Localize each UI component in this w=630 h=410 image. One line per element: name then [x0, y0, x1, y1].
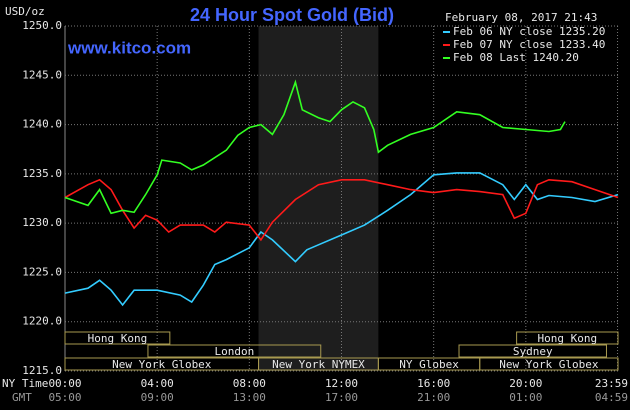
y-tick-label: 1230.0 — [22, 216, 62, 229]
session-bar — [147, 344, 322, 358]
x-row-label: GMT — [12, 391, 32, 404]
chart-title: 24 Hour Spot Gold (Bid) — [190, 5, 394, 25]
session-label: New York Globex — [112, 358, 212, 371]
gmt-tick-label: 13:00 — [233, 391, 266, 404]
x-tick-label: 20:00 — [509, 377, 542, 390]
legend-label: Feb 06 NY close 1235.20 — [453, 25, 605, 38]
y-tick-label: 1225.0 — [22, 265, 62, 278]
session-label: New York NYMEX — [272, 358, 365, 371]
gmt-tick-label: 05:00 — [48, 391, 81, 404]
session-bar — [458, 344, 607, 358]
x-tick-label: 08:00 — [233, 377, 266, 390]
x-tick-label: 16:00 — [417, 377, 450, 390]
session-bar — [516, 331, 619, 345]
y-tick-label: 1240.0 — [22, 118, 62, 131]
y-tick-label: 1250.0 — [22, 19, 62, 32]
legend-label: Feb 08 Last 1240.20 — [453, 51, 579, 64]
price-line — [64, 178, 619, 242]
session-label: London — [214, 345, 254, 358]
y-tick-label: 1245.0 — [22, 68, 62, 81]
session-label: Hong Kong — [538, 332, 598, 345]
x-row-label: NY Time — [2, 377, 48, 390]
session-label: NY Globex — [399, 358, 459, 371]
x-tick-label: 00:00 — [48, 377, 81, 390]
x-tick-label: 12:00 — [325, 377, 358, 390]
legend-label: Feb 07 NY close 1233.40 — [453, 38, 605, 51]
gmt-tick-label: 04:59 — [595, 391, 628, 404]
gmt-tick-label: 21:00 — [417, 391, 450, 404]
timestamp: February 08, 2017 21:43 — [445, 11, 597, 24]
session-bar — [64, 331, 171, 345]
gmt-tick-label: 01:00 — [509, 391, 542, 404]
highlight-region — [258, 26, 379, 371]
y-tick-label: 1235.0 — [22, 167, 62, 180]
price-line — [64, 79, 566, 215]
y-axis-label: USD/oz — [5, 5, 45, 18]
gmt-tick-label: 17:00 — [325, 391, 358, 404]
gmt-tick-label: 09:00 — [141, 391, 174, 404]
website: www.kitco.com — [67, 38, 191, 57]
x-tick-label: 23:59 — [595, 377, 628, 390]
price-line — [64, 172, 619, 307]
y-tick-label: 1215.0 — [22, 364, 62, 377]
session-bar — [479, 357, 619, 371]
x-tick-label: 04:00 — [141, 377, 174, 390]
session-label: Hong Kong — [88, 332, 148, 345]
y-tick-label: 1220.0 — [22, 315, 62, 328]
session-label: Sydney — [513, 345, 553, 358]
session-label: New York Globex — [499, 358, 599, 371]
plot: 1215.0 1220.0 1225.0 1230.0 1235.0 1240.0 1245… — [22, 19, 628, 404]
